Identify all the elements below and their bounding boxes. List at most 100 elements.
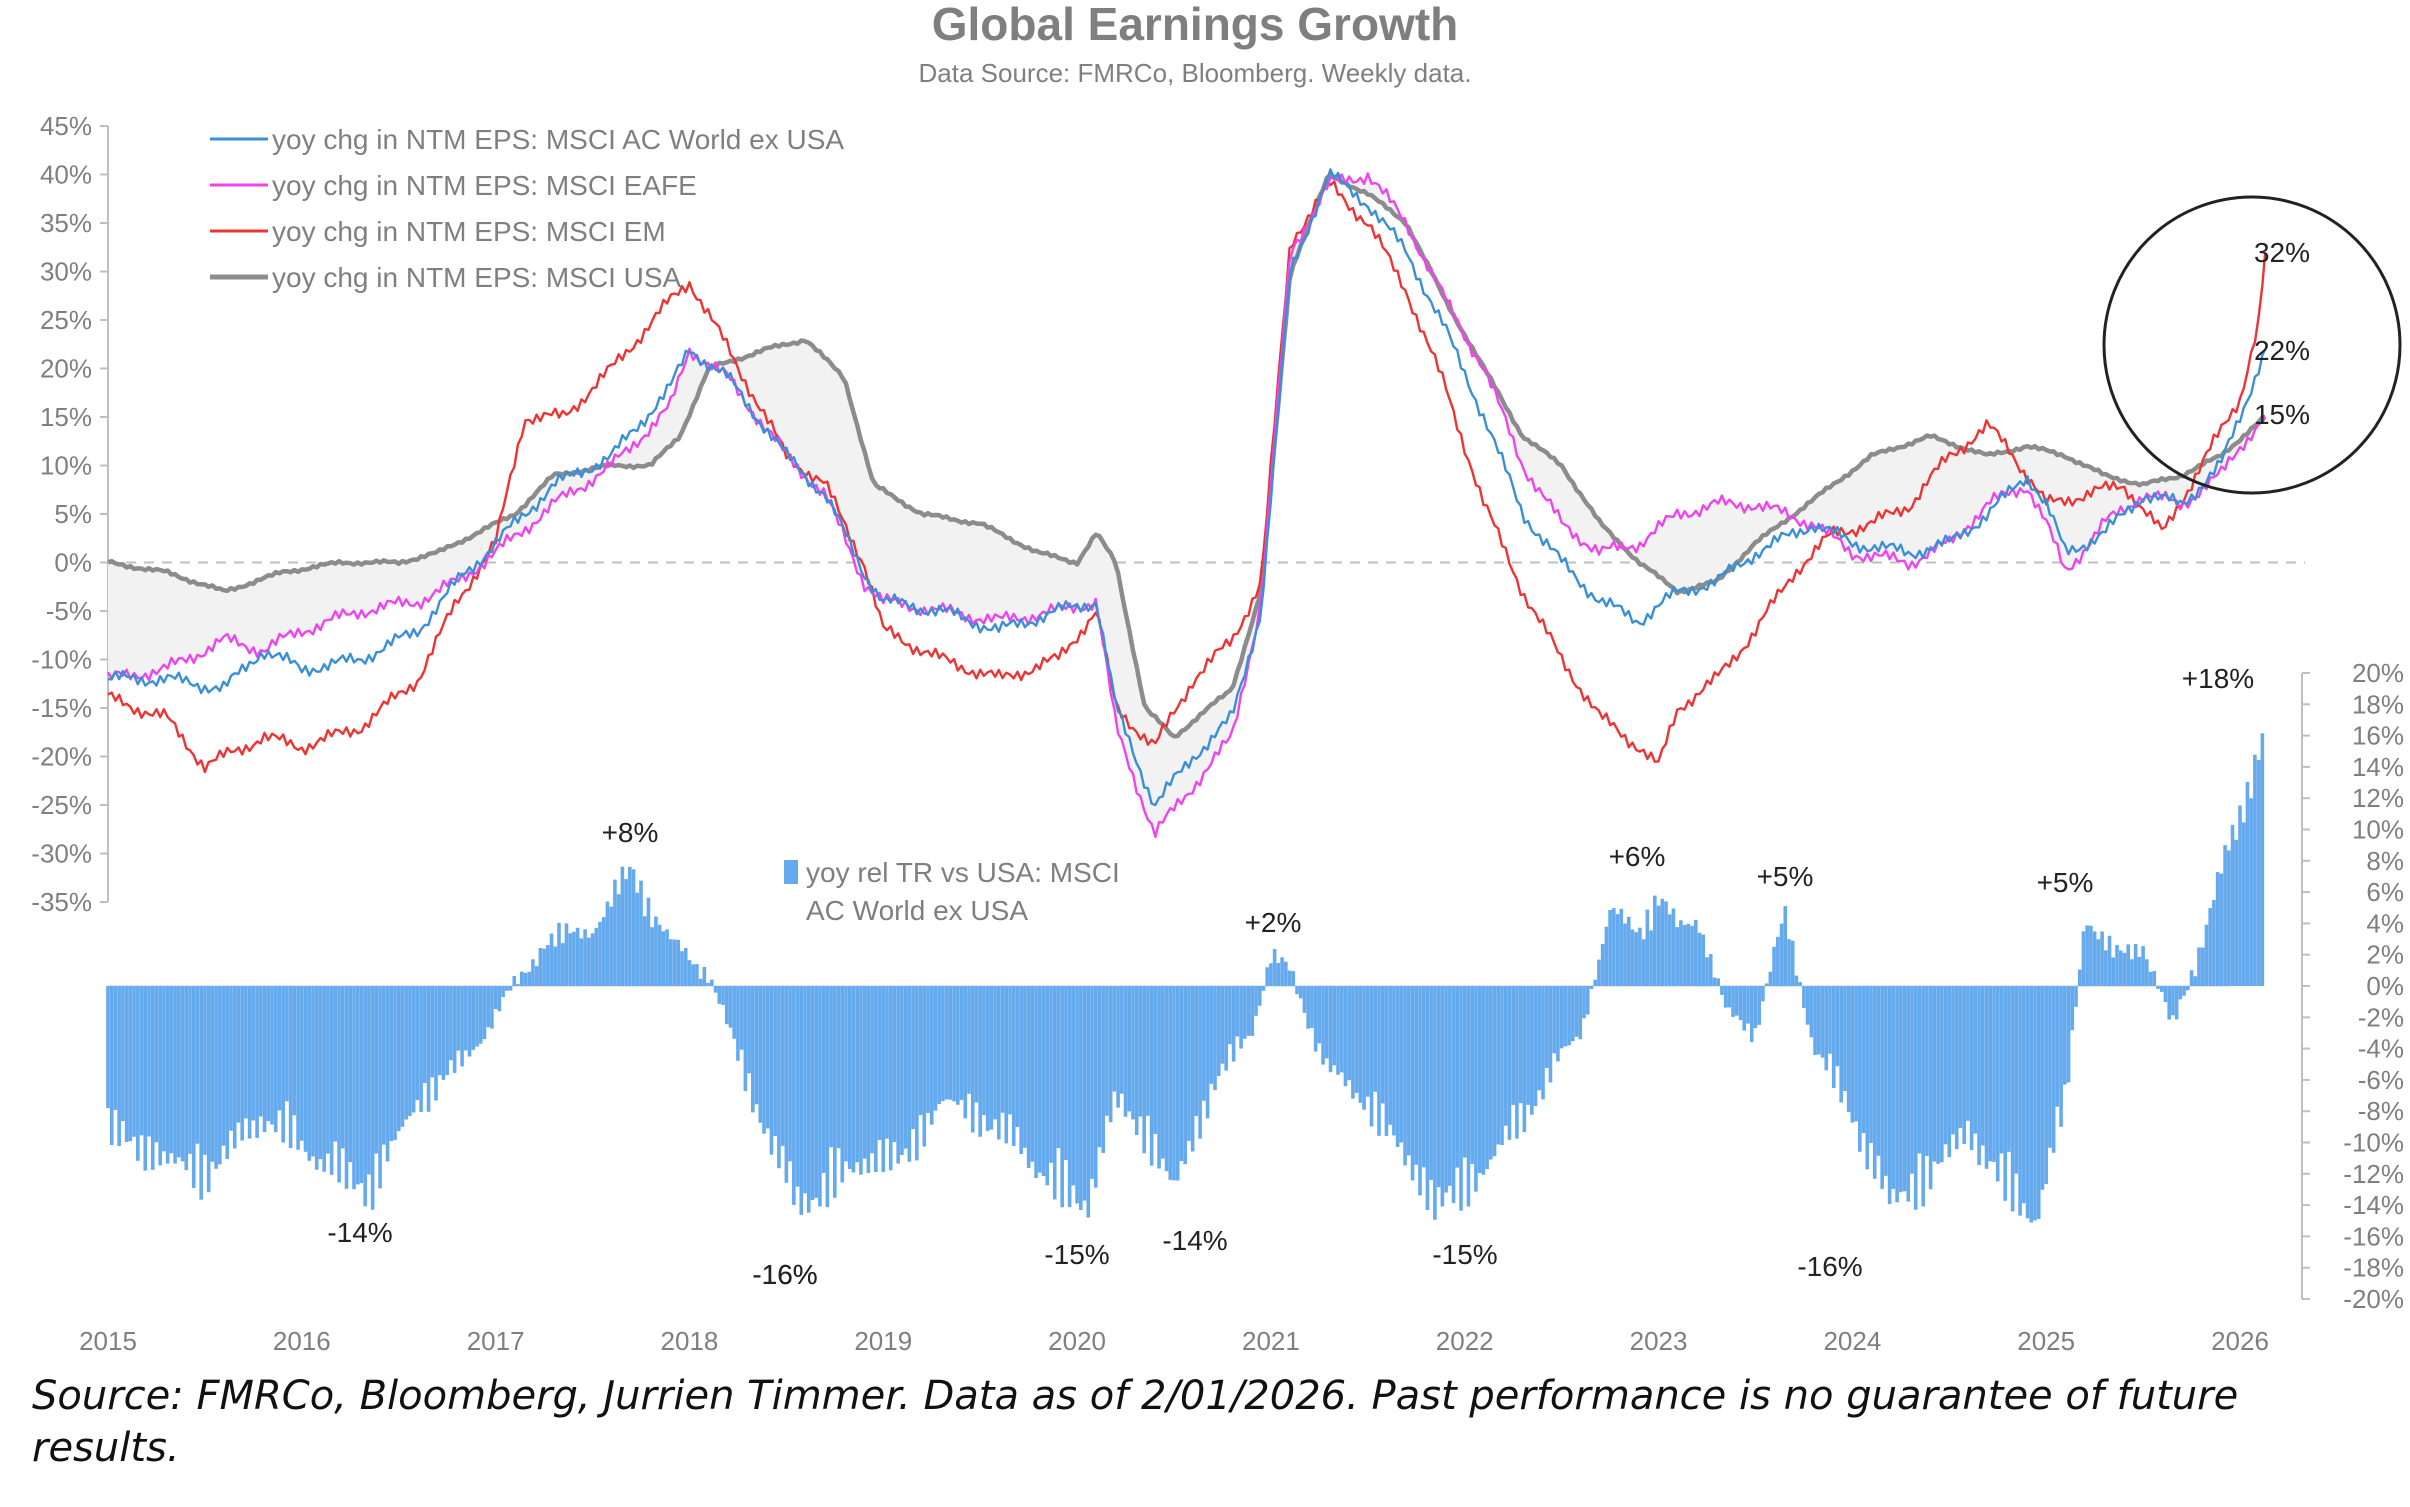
x-axis-tick-label: 2026 — [2211, 1326, 2269, 1356]
rel-tr-bar — [1593, 979, 1597, 986]
rel-tr-bar — [493, 986, 498, 1010]
rel-tr-bar — [1093, 986, 1098, 1188]
rel-tr-bar — [1052, 986, 1057, 1200]
x-axis-tick-label: 2021 — [1242, 1326, 1300, 1356]
rel-tr-bar — [959, 986, 964, 1100]
rel-tr-bar — [1433, 986, 1437, 1220]
rel-tr-bar — [1623, 923, 1627, 986]
rel-tr-bar — [635, 892, 640, 986]
rel-tr-bar — [2171, 986, 2175, 1016]
rel-tr-bar — [1563, 986, 1568, 1047]
rel-tr-bar — [2044, 986, 2048, 1184]
rel-tr-bar — [1310, 986, 1314, 1028]
rel-tr-bar — [1343, 986, 1348, 1087]
rel-tr-bar — [1720, 986, 1724, 995]
rel-tr-bar — [378, 986, 382, 1189]
rel-tr-bar — [2260, 733, 2265, 986]
rel-tr-bar — [1414, 986, 1419, 1165]
rel-tr-bar — [2238, 805, 2242, 986]
rel-tr-bar — [847, 986, 852, 1170]
rel-tr-bar — [534, 966, 539, 986]
rel-tr-bar — [1455, 986, 1460, 1168]
rel-tr-bar — [1757, 986, 1761, 1025]
rel-tr-bar — [1429, 986, 1433, 1180]
rel-tr-bar — [1172, 986, 1176, 1181]
x-axis-tick-label: 2022 — [1436, 1326, 1494, 1356]
series-line — [107, 172, 2266, 739]
rel-tr-bar — [963, 986, 968, 1119]
rel-tr-bar — [1735, 986, 1739, 1016]
right-axis-tick-label: 4% — [2366, 908, 2404, 938]
rel-tr-bar — [292, 986, 297, 1116]
rel-tr-bar — [997, 986, 1001, 1140]
rel-tr-bar — [2249, 798, 2253, 986]
rel-tr-bar — [713, 986, 718, 993]
rel-tr-bar — [1667, 914, 1672, 986]
rel-tr-bar — [2126, 944, 2130, 986]
data-label: +8% — [602, 817, 659, 848]
rel-tr-bar — [765, 986, 770, 1129]
rel-tr-bar — [1410, 986, 1415, 1181]
left-axis-tick-label: 5% — [54, 499, 92, 529]
rel-tr-bar — [1612, 908, 1616, 986]
series-line — [107, 180, 2267, 774]
rel-tr-bar — [154, 986, 159, 1143]
rel-tr-bar — [721, 986, 725, 1006]
rel-tr-bar — [199, 986, 203, 1200]
rel-tr-bar — [1190, 986, 1195, 1152]
rel-tr-bar — [385, 986, 390, 1162]
rel-tr-bar — [1015, 986, 1020, 1128]
rel-tr-bar — [441, 986, 446, 1080]
rel-tr-bar — [1067, 986, 1072, 1208]
rel-tr-bar — [1049, 986, 1053, 1163]
legend: yoy chg in NTM EPS: MSCI AC World ex USA… — [210, 124, 1120, 926]
rel-tr-bar — [2186, 986, 2190, 991]
data-label: -14% — [1162, 1225, 1227, 1256]
rel-tr-bar — [1108, 986, 1113, 1123]
rel-tr-bar — [1880, 986, 1884, 1189]
data-label: 15% — [2254, 399, 2310, 430]
rel-tr-bar — [1921, 986, 1925, 1207]
rel-tr-bar — [1615, 914, 1620, 986]
rel-tr-bar — [1295, 986, 1299, 995]
left-axis-tick-label: -5% — [46, 596, 92, 626]
rel-tr-bar — [128, 986, 133, 1142]
rel-tr-bar — [1515, 986, 1519, 1139]
rel-tr-bar — [1790, 940, 1795, 986]
rel-tr-bar — [1649, 930, 1653, 986]
rel-tr-bar — [437, 986, 442, 1076]
x-axis-tick-label: 2023 — [1630, 1326, 1688, 1356]
rel-tr-bar — [109, 986, 114, 1145]
legend-label: yoy chg in NTM EPS: MSCI AC World ex USA — [272, 124, 844, 155]
rel-tr-bar — [572, 931, 576, 986]
rel-tr-bar — [426, 986, 431, 1112]
rel-tr-bar — [370, 986, 375, 1210]
rel-tr-bar — [1738, 986, 1743, 1021]
rel-tr-bar — [2230, 824, 2235, 986]
rel-tr-bar — [1802, 986, 1806, 1009]
rel-tr-bar — [191, 986, 196, 1188]
rel-tr-bar — [1187, 986, 1191, 1141]
rel-tr-bar — [672, 939, 677, 986]
rel-tr-bar — [344, 986, 349, 1189]
rel-tr-bar — [926, 986, 930, 1113]
rel-tr-bar — [218, 986, 222, 1165]
rel-tr-bar — [1902, 986, 1907, 1192]
rel-tr-bar — [642, 916, 647, 986]
rel-tr-bar — [1541, 986, 1545, 1100]
rel-tr-bar — [2219, 873, 2224, 986]
rel-tr-bar — [1548, 986, 1553, 1083]
rel-tr-bar — [121, 986, 125, 1122]
rel-tr-bar — [680, 951, 684, 986]
rel-tr-bar — [739, 986, 744, 1050]
rel-tr-bar — [471, 986, 476, 1050]
rel-tr-bar — [1213, 986, 1217, 1091]
rel-tr-bar — [1377, 986, 1381, 1136]
rel-tr-bar — [1026, 986, 1031, 1169]
rel-tr-bar — [1761, 986, 1765, 1002]
x-axis-tick-label: 2025 — [2017, 1326, 2075, 1356]
left-axis-tick-label: -20% — [31, 742, 92, 772]
rel-tr-bar — [1358, 986, 1363, 1103]
rel-tr-bar — [948, 986, 953, 1100]
rel-tr-bar — [1436, 986, 1441, 1188]
